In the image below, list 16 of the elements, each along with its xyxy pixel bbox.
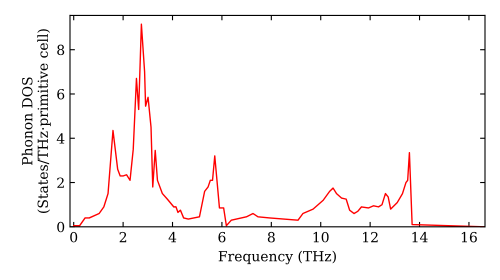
x-tick-label: 4 bbox=[168, 232, 176, 242]
y-tick-label: 0 bbox=[57, 222, 64, 232]
x-tick-label: 12 bbox=[362, 232, 378, 242]
x-axis-title: Frequency (THz) bbox=[218, 250, 336, 264]
x-tick-label: 0 bbox=[70, 232, 78, 242]
x-tick-label: 8 bbox=[268, 232, 275, 242]
y-tick-label: 4 bbox=[56, 133, 64, 144]
x-tick-label: 2 bbox=[120, 232, 126, 242]
y-tick-label: 6 bbox=[57, 88, 64, 100]
y-tick-label: 8 bbox=[57, 44, 64, 56]
x-tick-label: 10 bbox=[314, 232, 329, 242]
x-tick-label: 16 bbox=[462, 232, 477, 242]
y-axis-title: Phonon DOS (States/THz·primitive cell) bbox=[22, 29, 51, 213]
y-tick-label: 2 bbox=[57, 177, 64, 188]
x-tick-label: 6 bbox=[218, 232, 226, 242]
x-tick-label: 14 bbox=[412, 232, 428, 242]
